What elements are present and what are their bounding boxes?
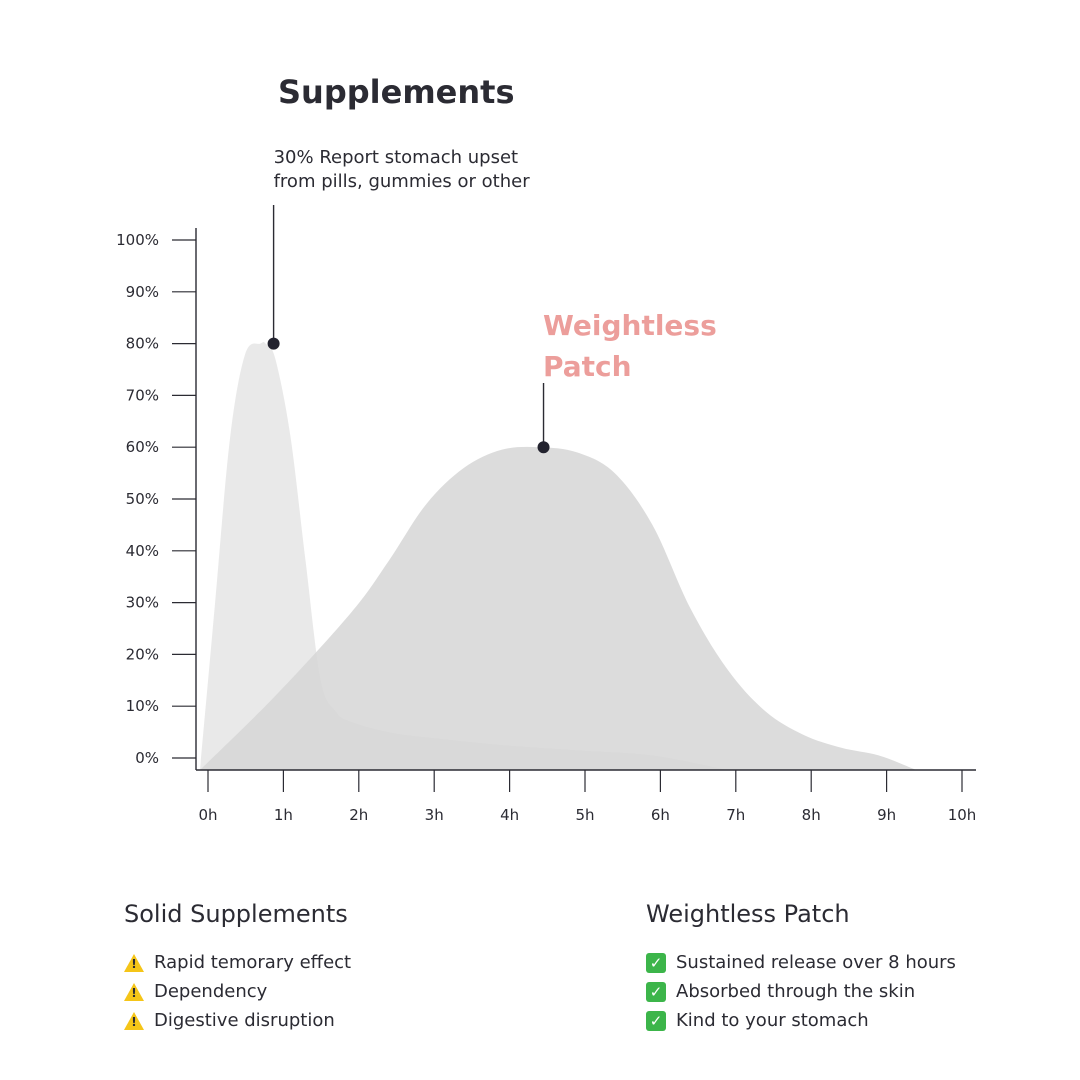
chart-title: Supplements [278,73,514,111]
y-tick-label: 0% [135,749,159,767]
y-tick-label: 80% [126,335,159,353]
series-area-2 [200,446,917,770]
y-tick-label: 20% [126,645,159,663]
y-tick-label: 30% [126,594,159,612]
patch-label: Weightless [543,309,717,342]
check-mark-icon: ✓ [646,952,666,973]
list-item-label: Absorbed through the skin [676,981,916,1002]
x-tick-label: 10h [948,806,977,824]
list-item-label: Rapid temorary effect [154,952,352,973]
list-item: Digestive disruption [124,1006,351,1035]
chart-annotations: 30% Report stomach upset from pills, gumm… [267,147,717,454]
y-tick-label: 60% [126,438,159,456]
legend-list: Rapid temorary effect Dependency Digesti… [124,948,351,1035]
legend-list: ✓ Sustained release over 8 hours ✓ Absor… [646,948,956,1035]
list-item-label: Sustained release over 8 hours [676,952,956,973]
legend-heading: Weightless Patch [646,900,850,928]
y-tick-label: 10% [126,697,159,715]
callout-text: 30% Report stomach upset [274,147,519,168]
legend-heading: Solid Supplements [124,900,348,928]
legend-weightless-patch: Weightless Patch ✓ Sustained release ove… [646,900,956,1035]
y-tick-label: 50% [126,490,159,508]
callout-text: from pills, gummies or other [274,171,531,192]
check-mark-icon: ✓ [646,981,666,1002]
x-tick-label: 0h [198,806,217,824]
list-item: Rapid temorary effect [124,948,351,977]
x-tick-label: 1h [274,806,293,824]
y-axis-ticks: 0% 10% 20% 30% 40% 50% 60% 70% 80% 90% 100% [116,231,196,767]
list-item: ✓ Kind to your stomach [646,1006,956,1035]
legend-solid-supplements: Solid Supplements Rapid temorary effect … [124,900,351,1035]
warning-icon [124,953,144,972]
list-item-label: Kind to your stomach [676,1010,869,1031]
chart: Supplements 0% 10% 20% 30% 40% 50% 60% 70% 80% 90… [116,73,976,824]
y-tick-label: 40% [126,542,159,560]
patch-label: Patch [543,350,632,383]
chart-areas [200,341,917,770]
x-tick-label: 9h [877,806,896,824]
x-tick-label: 8h [802,806,821,824]
warning-icon [124,1011,144,1030]
y-tick-label: 70% [126,386,159,404]
list-item: ✓ Sustained release over 8 hours [646,948,956,977]
x-tick-label: 6h [651,806,670,824]
x-tick-label: 3h [425,806,444,824]
list-item: Dependency [124,977,351,1006]
y-tick-label: 100% [116,231,159,249]
y-tick-label: 90% [126,283,159,301]
x-tick-label: 2h [349,806,368,824]
list-item-label: Dependency [154,981,268,1002]
x-axis-ticks: 0h 1h 2h 3h 4h 5h 6h 7h 8h 9h 10h [198,770,976,824]
x-tick-label: 5h [575,806,594,824]
x-tick-label: 7h [726,806,745,824]
list-item-label: Digestive disruption [154,1010,335,1031]
list-item: ✓ Absorbed through the skin [646,977,956,1006]
warning-icon [124,982,144,1001]
patch-callout-dot [537,441,550,454]
x-tick-label: 4h [500,806,519,824]
callout-dot [267,337,280,350]
check-mark-icon: ✓ [646,1010,666,1031]
